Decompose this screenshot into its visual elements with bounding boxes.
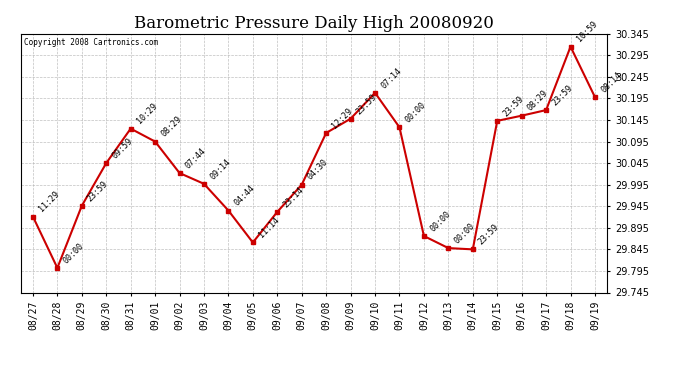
- Text: 07:14: 07:14: [380, 66, 403, 90]
- Text: 09:59: 09:59: [110, 136, 135, 160]
- Text: 00:00: 00:00: [453, 221, 477, 245]
- Text: 00:00: 00:00: [428, 209, 452, 233]
- Text: 08:29: 08:29: [526, 89, 550, 113]
- Text: 09:14: 09:14: [208, 157, 233, 181]
- Text: 23:59: 23:59: [550, 83, 574, 107]
- Text: 07:44: 07:44: [184, 146, 208, 170]
- Text: 00:00: 00:00: [61, 241, 86, 265]
- Text: 04:30: 04:30: [306, 158, 330, 182]
- Text: 23:14: 23:14: [282, 185, 306, 209]
- Text: 23:59: 23:59: [477, 222, 501, 247]
- Text: 11:29: 11:29: [37, 190, 61, 214]
- Text: 23:59: 23:59: [355, 92, 379, 116]
- Text: 10:59: 10:59: [575, 20, 599, 44]
- Text: 08:14: 08:14: [599, 70, 623, 94]
- Text: 00:00: 00:00: [404, 100, 428, 124]
- Title: Barometric Pressure Daily High 20080920: Barometric Pressure Daily High 20080920: [134, 15, 494, 32]
- Text: 11:14: 11:14: [257, 216, 281, 240]
- Text: 10:29: 10:29: [135, 102, 159, 126]
- Text: 08:29: 08:29: [159, 115, 184, 139]
- Text: 23:59: 23:59: [86, 179, 110, 203]
- Text: 12:29: 12:29: [331, 106, 355, 130]
- Text: 23:59: 23:59: [502, 94, 526, 118]
- Text: 04:44: 04:44: [233, 184, 257, 208]
- Text: Copyright 2008 Cartronics.com: Copyright 2008 Cartronics.com: [23, 38, 158, 46]
